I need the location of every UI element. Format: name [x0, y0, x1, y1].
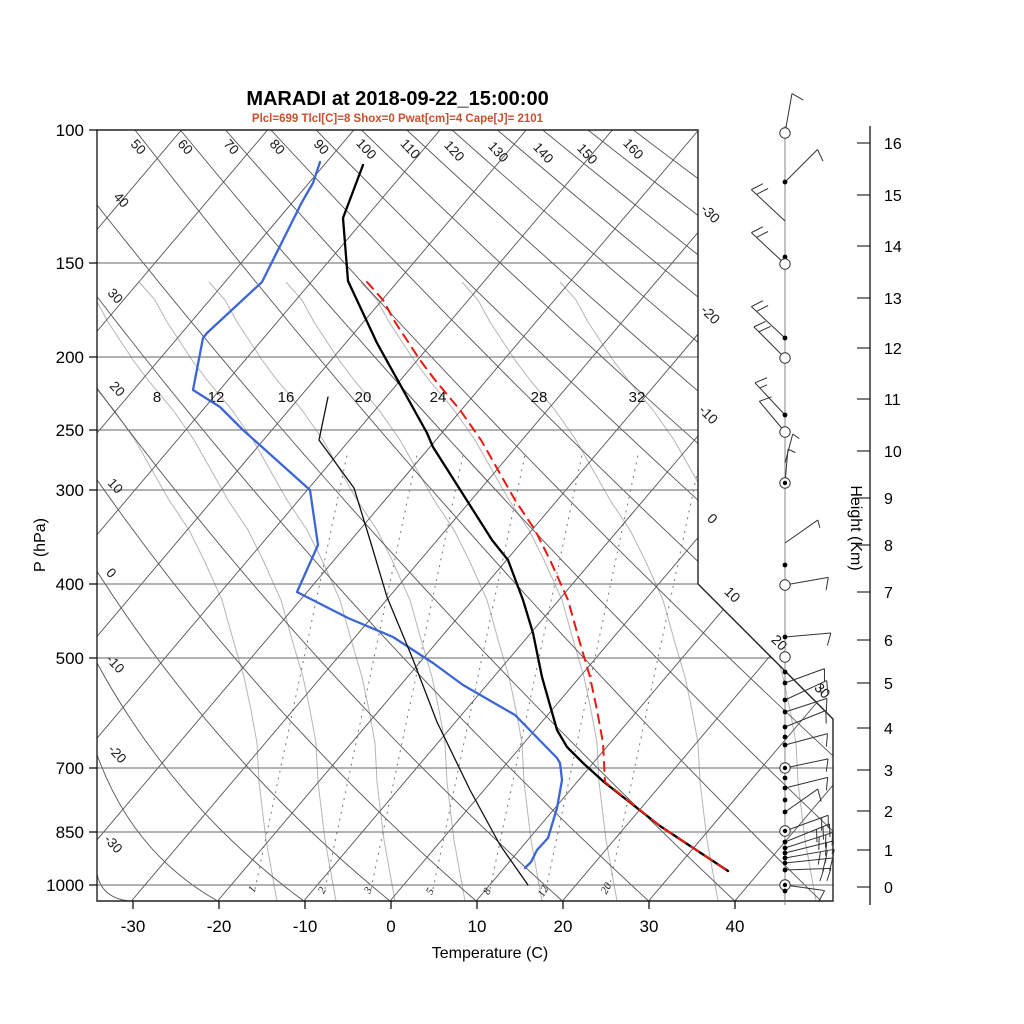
svg-text:20: 20 — [107, 378, 128, 399]
svg-text:130: 130 — [485, 139, 511, 166]
moist-adiabat-lines — [97, 281, 817, 901]
page-title: MARADI at 2018-09-22_15:00:00 — [246, 88, 549, 110]
svg-text:300: 300 — [56, 481, 84, 500]
svg-text:40: 40 — [111, 189, 132, 210]
svg-text:80: 80 — [267, 136, 288, 157]
svg-text:30: 30 — [105, 285, 126, 306]
svg-text:4: 4 — [884, 721, 893, 738]
svg-text:8: 8 — [884, 538, 893, 555]
svg-text:150: 150 — [574, 141, 600, 168]
svg-text:15: 15 — [884, 188, 902, 205]
svg-text:Temperature (C): Temperature (C) — [432, 945, 548, 962]
svg-text:12: 12 — [535, 883, 551, 899]
svg-text:0: 0 — [386, 917, 395, 936]
svg-text:8: 8 — [481, 886, 494, 897]
sounding-curves — [191, 160, 732, 886]
svg-text:-20: -20 — [105, 742, 129, 767]
svg-text:8: 8 — [153, 389, 161, 406]
svg-text:1: 1 — [884, 843, 893, 860]
svg-text:-30: -30 — [121, 917, 146, 936]
wind-barb-column — [751, 93, 835, 905]
pressure-gridlines — [97, 262, 833, 886]
svg-text:2: 2 — [316, 885, 329, 896]
svg-text:140: 140 — [530, 140, 556, 167]
svg-text:20: 20 — [768, 631, 790, 653]
svg-text:0: 0 — [704, 510, 721, 527]
svg-text:250: 250 — [56, 421, 84, 440]
svg-text:90: 90 — [311, 136, 332, 157]
svg-text:10: 10 — [468, 917, 487, 936]
svg-text:100: 100 — [56, 121, 84, 140]
svg-text:5: 5 — [884, 676, 893, 693]
svg-text:32: 32 — [629, 389, 646, 406]
svg-text:850: 850 — [56, 823, 84, 842]
svg-text:P (hPa): P (hPa) — [32, 518, 49, 572]
svg-text:20: 20 — [598, 880, 614, 896]
svg-text:12: 12 — [884, 341, 902, 358]
svg-text:-10: -10 — [103, 652, 127, 677]
mixing-ratio-lines — [254, 454, 702, 890]
svg-text:0: 0 — [884, 880, 893, 897]
thermo-parameters: Plcl=699 Tlcl[C]=8 Shox=0 Pwat[cm]=4 Cap… — [251, 113, 544, 125]
svg-text:20: 20 — [355, 389, 372, 406]
svg-text:28: 28 — [531, 389, 548, 406]
svg-text:120: 120 — [441, 138, 467, 165]
dewpoint-curve — [191, 160, 564, 870]
svg-text:7: 7 — [884, 585, 893, 602]
plot-outline — [96, 129, 834, 902]
svg-text:40: 40 — [726, 917, 745, 936]
svg-text:10: 10 — [884, 444, 902, 461]
svg-text:30: 30 — [640, 917, 659, 936]
svg-text:50: 50 — [128, 136, 149, 157]
svg-text:13: 13 — [884, 291, 902, 308]
svg-text:10: 10 — [721, 583, 743, 605]
svg-text:24: 24 — [430, 389, 447, 406]
svg-text:20: 20 — [554, 917, 573, 936]
svg-text:400: 400 — [56, 575, 84, 594]
svg-text:3: 3 — [884, 763, 893, 780]
wetbulb-curve — [318, 396, 529, 886]
svg-text:70: 70 — [221, 136, 242, 157]
svg-text:11: 11 — [884, 392, 901, 409]
svg-text:Height (Km): Height (Km) — [847, 485, 864, 570]
parcel-curve — [366, 281, 732, 874]
svg-text:9: 9 — [884, 491, 893, 508]
svg-text:200: 200 — [56, 348, 84, 367]
svg-text:2: 2 — [884, 804, 893, 821]
svg-text:500: 500 — [56, 649, 84, 668]
svg-text:16: 16 — [884, 136, 902, 153]
svg-text:6: 6 — [884, 633, 893, 650]
svg-text:0: 0 — [103, 565, 119, 581]
svg-text:14: 14 — [884, 239, 902, 256]
svg-text:1000: 1000 — [46, 876, 84, 895]
svg-text:700: 700 — [56, 759, 84, 778]
svg-text:5: 5 — [424, 886, 437, 897]
svg-text:110: 110 — [397, 136, 423, 162]
svg-text:-30: -30 — [698, 201, 724, 227]
svg-text:-30: -30 — [101, 832, 125, 857]
svg-text:-10: -10 — [293, 917, 318, 936]
temperature-curve — [341, 163, 730, 873]
svg-text:-20: -20 — [207, 917, 232, 936]
svg-text:-10: -10 — [696, 402, 722, 428]
svg-text:1: 1 — [246, 884, 259, 895]
svg-text:150: 150 — [56, 254, 84, 273]
svg-text:10: 10 — [105, 475, 126, 496]
svg-text:60: 60 — [175, 136, 196, 157]
svg-text:16: 16 — [278, 389, 295, 406]
svg-text:-20: -20 — [698, 302, 724, 328]
svg-text:100: 100 — [353, 136, 379, 163]
